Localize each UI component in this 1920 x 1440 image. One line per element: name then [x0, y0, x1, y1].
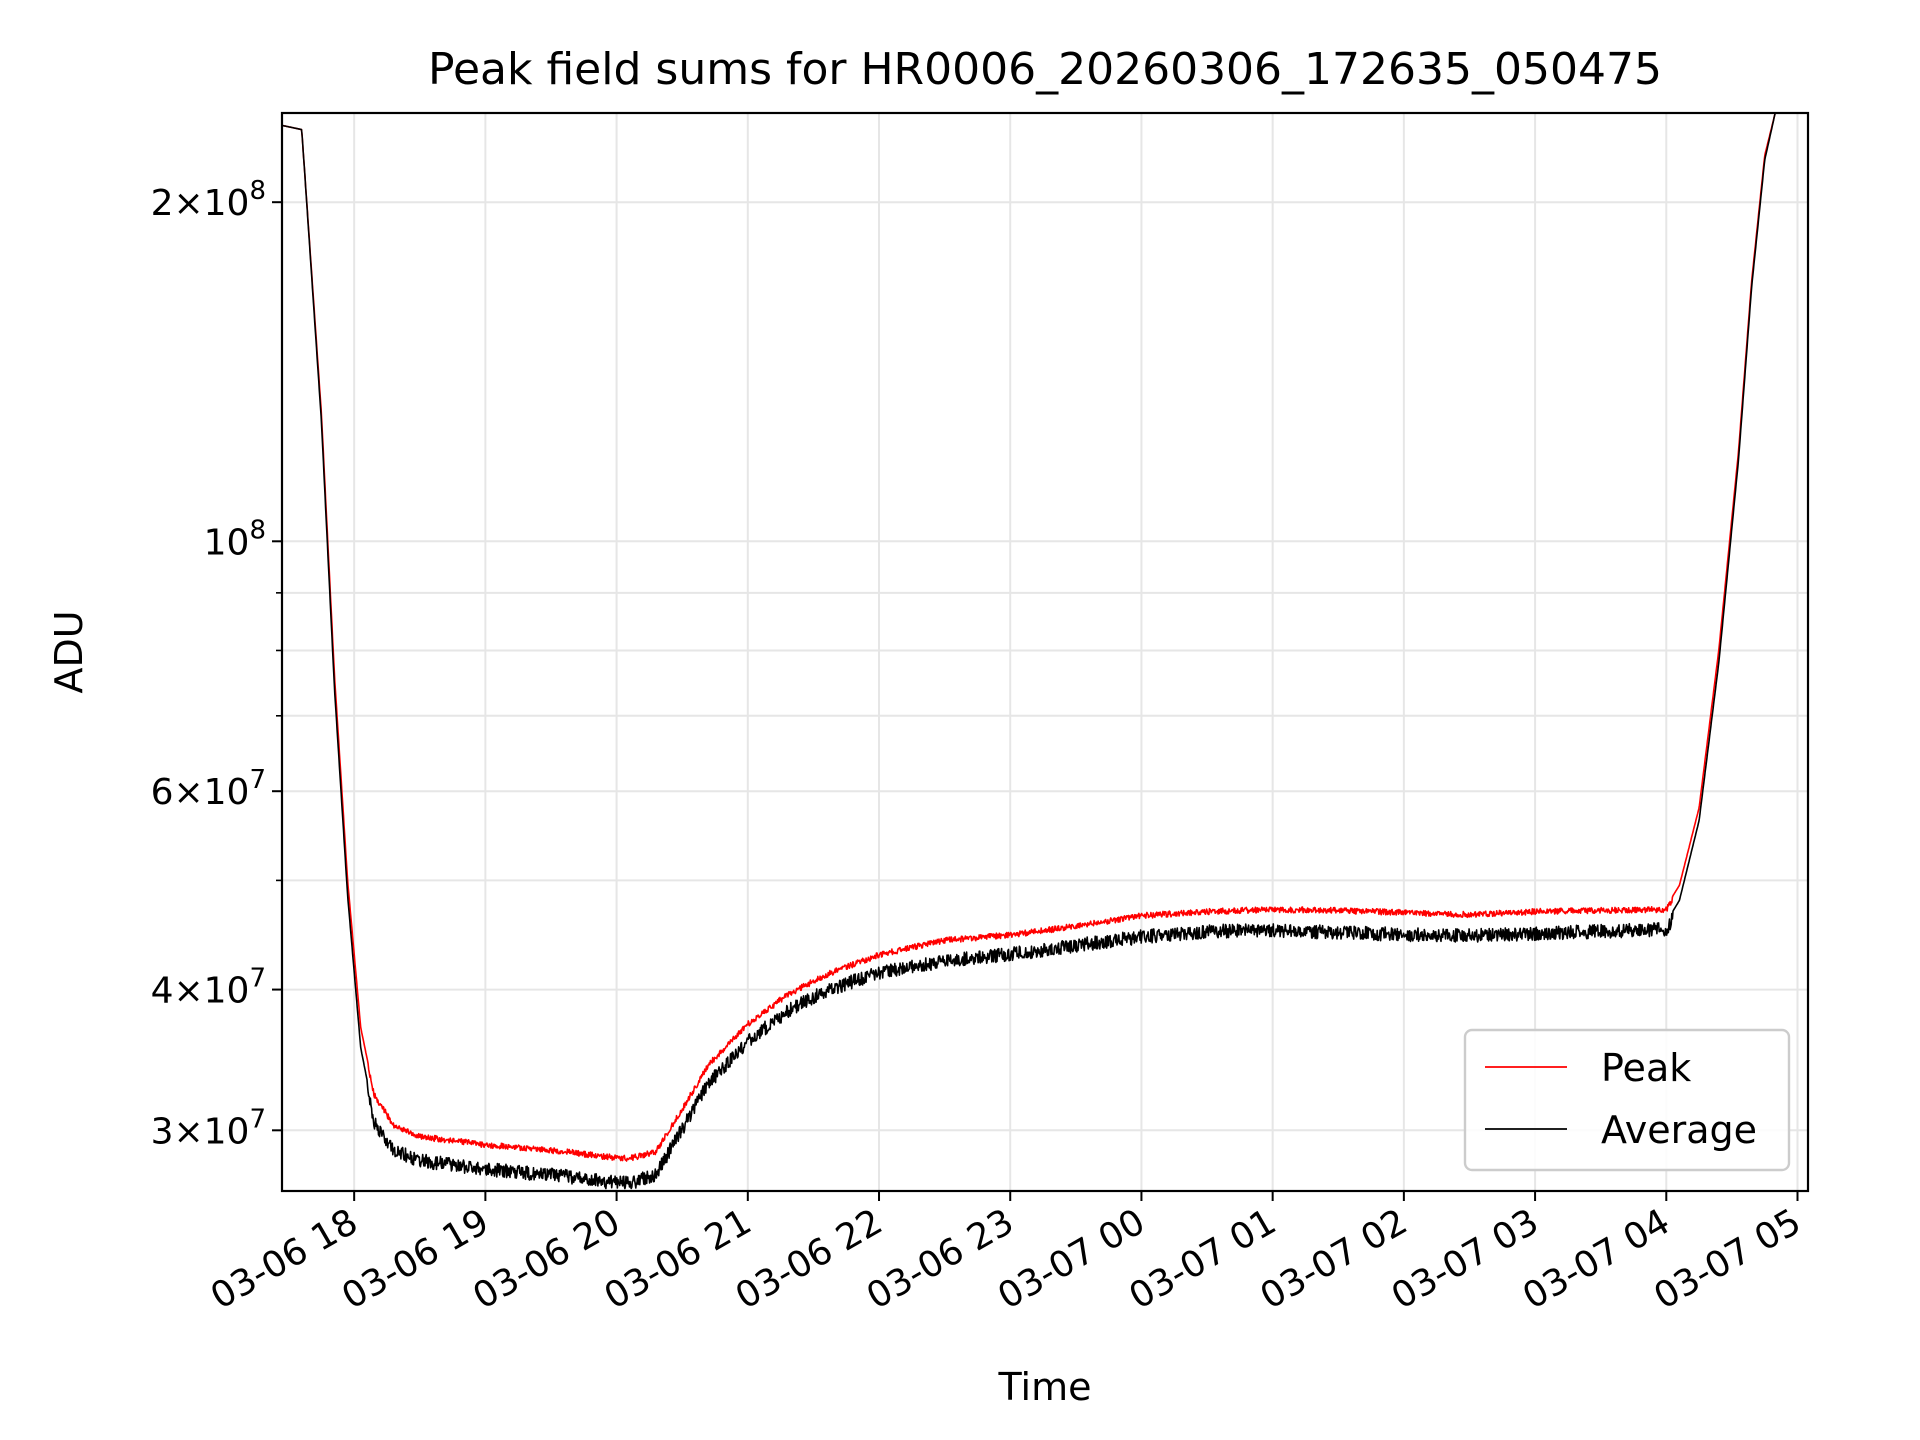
legend-label-average: Average: [1601, 1108, 1757, 1152]
y-tick-exponent: 7: [249, 1104, 266, 1134]
y-tick-exponent: 7: [249, 964, 266, 994]
y-tick-mantissa: 4×10: [151, 971, 250, 1012]
series-layer: [282, 113, 1776, 1190]
series-line-average: [282, 113, 1776, 1190]
chart-title: Peak field sums for HR0006_20260306_1726…: [428, 44, 1662, 95]
series-line-peak: [282, 113, 1776, 1162]
y-tick-label: 4×107: [151, 964, 266, 1012]
y-tick-label: 6×107: [151, 765, 266, 813]
y-tick-label: 2×108: [151, 176, 266, 224]
y-tick-label: 108: [204, 515, 266, 563]
plot-frame: [280, 111, 1810, 1193]
y-tick-label: 3×107: [151, 1104, 266, 1152]
y-tick-exponent: 8: [249, 515, 266, 545]
y-axis-label: ADU: [47, 610, 91, 693]
x-axis-label: Time: [998, 1365, 1092, 1409]
legend-box: [1463, 1028, 1791, 1172]
y-tick-mantissa: 6×10: [151, 772, 250, 813]
legend: Peak Average: [1463, 1028, 1791, 1172]
y-tick-mantissa: 3×10: [151, 1111, 250, 1152]
y-tick-mantissa: 2×10: [151, 183, 250, 224]
y-tick-mantissa: 10: [204, 522, 250, 563]
grid: [282, 113, 1808, 1191]
y-tick-exponent: 8: [249, 176, 266, 206]
y-tick-exponent: 7: [249, 765, 266, 795]
legend-label-peak: Peak: [1601, 1046, 1691, 1090]
